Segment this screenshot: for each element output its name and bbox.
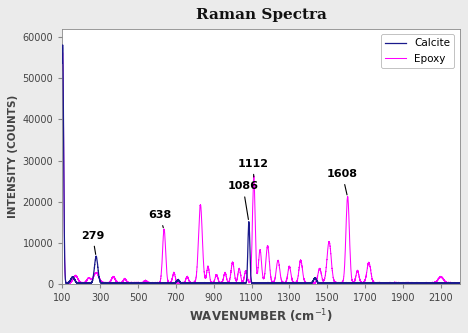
Epoxy: [457, 281, 462, 285]
Calcite: [375, 281, 381, 285]
Title: Raman Spectra: Raman Spectra: [196, 8, 326, 22]
Calcite: [204, 281, 209, 285]
Calcite: [295, 281, 300, 285]
Epoxy: [80, 281, 85, 285]
Line: Calcite: Calcite: [62, 45, 460, 284]
Line: Epoxy: Epoxy: [62, 53, 460, 284]
Epoxy: [375, 281, 381, 285]
Text: 1608: 1608: [327, 169, 358, 195]
Text: 1086: 1086: [227, 181, 258, 219]
Y-axis label: INTENSITY (COUNTS): INTENSITY (COUNTS): [8, 95, 18, 218]
Text: 279: 279: [81, 231, 104, 254]
Epoxy: [354, 269, 360, 273]
Text: 1112: 1112: [238, 159, 269, 177]
Calcite: [85, 282, 90, 286]
Epoxy: [60, 51, 66, 55]
Epoxy: [59, 69, 65, 73]
Epoxy: [295, 277, 300, 281]
Epoxy: [312, 281, 318, 285]
Epoxy: [204, 273, 209, 277]
X-axis label: WAVENUMBER (cm$^{-1}$): WAVENUMBER (cm$^{-1}$): [189, 307, 333, 325]
Calcite: [457, 281, 462, 285]
Calcite: [60, 43, 66, 47]
Calcite: [312, 276, 318, 280]
Calcite: [80, 281, 85, 285]
Legend: Calcite, Epoxy: Calcite, Epoxy: [381, 34, 454, 68]
Calcite: [354, 281, 360, 285]
Epoxy: [129, 282, 134, 286]
Calcite: [59, 61, 65, 65]
Text: 638: 638: [148, 210, 171, 228]
